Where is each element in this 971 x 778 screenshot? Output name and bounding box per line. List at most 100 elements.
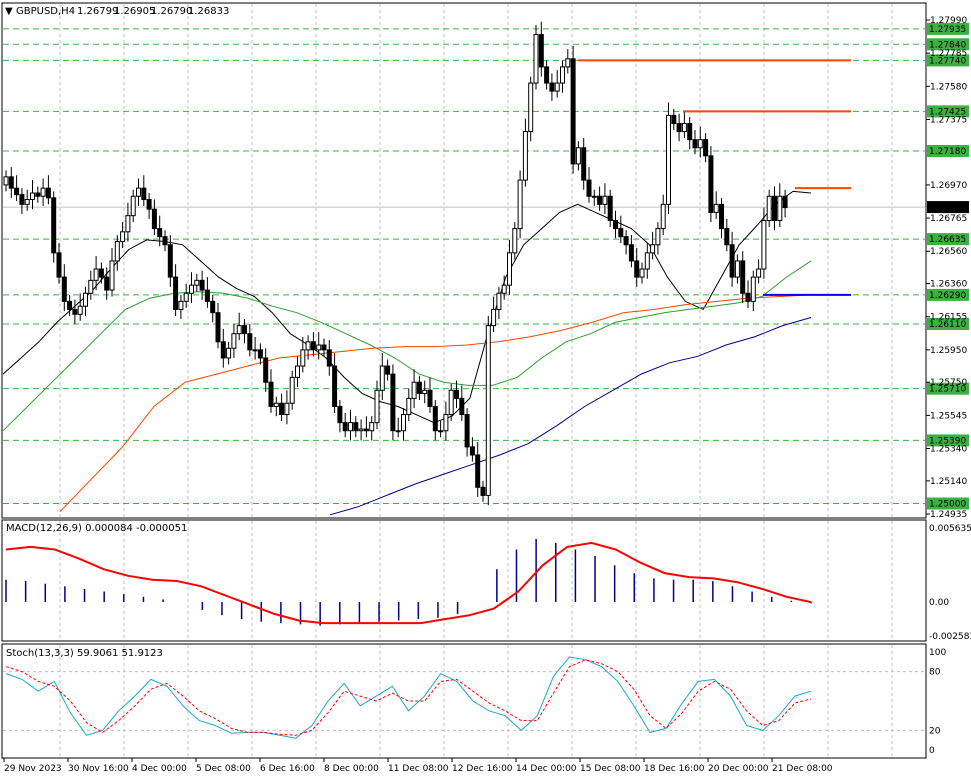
- candle-body: [729, 244, 735, 278]
- candle-body: [432, 405, 438, 432]
- time-axis-label: 30 Nov 16:00: [68, 764, 129, 774]
- candle-body: [406, 397, 412, 416]
- price-axis-label: 1.27580: [930, 82, 967, 92]
- level-label: 1.25390: [929, 436, 966, 446]
- current-price-label: 1.26833: [929, 203, 966, 213]
- level-label-box: [927, 382, 969, 395]
- candle-body: [141, 187, 147, 200]
- time-axis-label: 20 Dec 00:00: [708, 764, 769, 774]
- candle-body: [613, 220, 618, 230]
- candle-body: [215, 312, 221, 343]
- level-label: 1.27935: [929, 25, 966, 35]
- candle-body: [14, 187, 20, 196]
- candle-body: [204, 289, 210, 302]
- candle-body: [104, 276, 110, 291]
- price-axis-label: 1.25545: [930, 411, 967, 421]
- candle-body: [745, 292, 751, 302]
- candle-body: [295, 365, 300, 378]
- candle-body: [454, 389, 459, 399]
- level-label-box: [927, 105, 969, 118]
- candle-body: [210, 300, 216, 314]
- candle-body: [146, 198, 152, 210]
- candle-body: [655, 228, 661, 246]
- stoch-label: Stoch(13,3,3) 59.9061 51.9123: [6, 648, 163, 659]
- candle-body: [30, 192, 35, 200]
- candle-body: [438, 430, 444, 433]
- candle-body: [363, 428, 369, 432]
- price-axis-label: 1.26360: [930, 280, 967, 290]
- stoch-axis-label: 100: [929, 648, 946, 658]
- candle-body: [469, 446, 475, 456]
- candle-body: [422, 389, 428, 395]
- candle-body: [252, 349, 258, 352]
- candle-body: [136, 187, 141, 197]
- time-axis-label: 21 Dec 08:00: [772, 764, 833, 774]
- candle-body: [93, 268, 99, 281]
- level-label-box: [927, 22, 969, 35]
- candle-body: [390, 373, 396, 432]
- macd-axis-label: 0.005635: [929, 524, 971, 534]
- level-label-box: [927, 38, 969, 51]
- level-label-box: [927, 54, 969, 67]
- candle-body: [554, 82, 560, 92]
- candle-body: [618, 228, 624, 238]
- candle-body: [114, 241, 120, 262]
- candle-body: [35, 192, 41, 197]
- price-axis-label: 1.26765: [930, 214, 967, 224]
- candle-body: [321, 344, 327, 351]
- symbol-dropdown-icon[interactable]: ▼: [5, 6, 13, 17]
- candle-body: [522, 131, 528, 181]
- candle-body: [379, 365, 385, 391]
- price-axis-label: 1.26155: [930, 313, 967, 323]
- candle-body: [24, 198, 30, 205]
- level-label: 1.26110: [929, 320, 966, 330]
- price-axis-label: 1.25750: [930, 378, 967, 388]
- candle-body: [310, 341, 316, 351]
- stoch-layer: [3, 656, 925, 739]
- level-label-box: [927, 288, 969, 301]
- candle-body: [475, 454, 481, 488]
- candle-body: [687, 122, 693, 141]
- candle-body: [98, 268, 104, 278]
- price-axis-label: 1.25340: [930, 445, 967, 455]
- candle-body: [703, 139, 709, 157]
- current-price-tag: [927, 201, 969, 214]
- candle-body: [289, 376, 295, 404]
- candle-body: [353, 422, 359, 432]
- candle-body: [374, 389, 380, 424]
- candle-body: [45, 187, 51, 199]
- candle-body: [178, 300, 184, 310]
- candle-body: [480, 486, 486, 496]
- candle-body: [77, 305, 83, 315]
- symbol-label: GBPUSD,H4: [16, 6, 75, 17]
- green-ma-line: [2, 260, 812, 432]
- candle-body: [491, 308, 497, 327]
- candle-body: [369, 422, 375, 432]
- candle-body: [56, 252, 62, 278]
- candle-body: [83, 292, 88, 307]
- time-axis-label: 15 Dec 08:00: [580, 764, 641, 774]
- macd-layer: [5, 538, 812, 626]
- stoch-axis-label: 80: [929, 668, 941, 678]
- level-label: 1.25000: [929, 499, 966, 509]
- candle-body: [666, 114, 671, 205]
- candle-body: [151, 208, 157, 230]
- candle-body: [697, 139, 703, 149]
- price-axis-label: 1.27785: [930, 49, 967, 59]
- candle-body: [220, 341, 226, 359]
- candle-body: [501, 284, 507, 294]
- time-axis-label: 29 Nov 2023: [4, 764, 62, 774]
- time-axis-label: 4 Dec 00:00: [132, 764, 187, 774]
- price-panel-frame: [1, 2, 927, 519]
- stoch-axis-label: 0: [929, 746, 935, 756]
- orange-ma-line: [59, 294, 812, 512]
- candle-body: [750, 276, 756, 302]
- candle-body: [623, 236, 629, 246]
- candle-body: [448, 389, 454, 416]
- candle-body: [575, 147, 581, 165]
- stoch-axis-label: 20: [929, 726, 941, 736]
- candle-body: [72, 308, 78, 315]
- price-axis-label: 1.27990: [930, 16, 967, 26]
